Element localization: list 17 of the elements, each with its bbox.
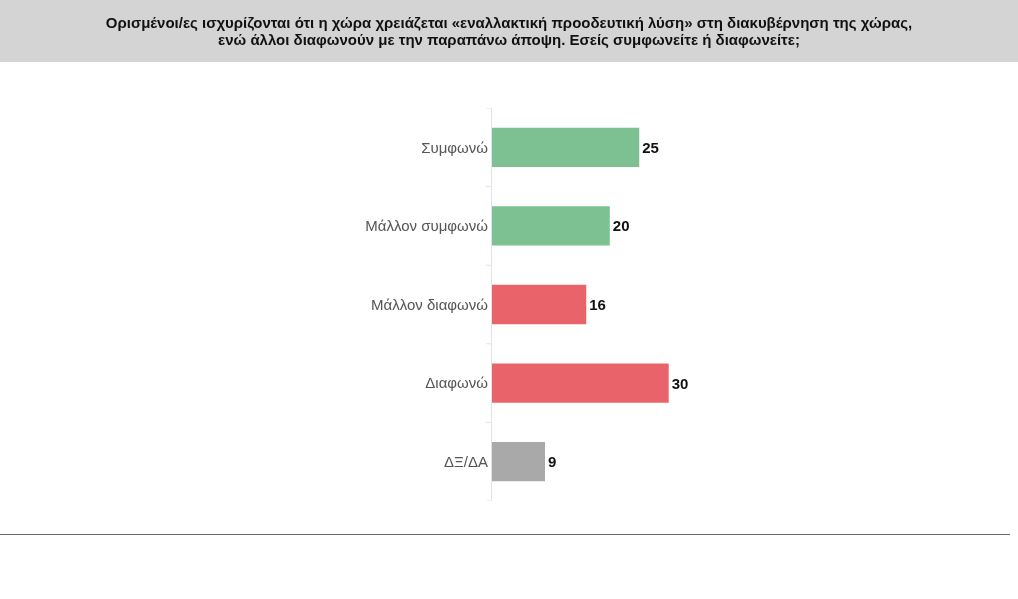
bar: [492, 206, 610, 246]
y-tick-label: Συμφωνώ: [421, 138, 489, 156]
bar: [492, 442, 546, 482]
data-label: 16: [589, 296, 606, 313]
data-label: 25: [642, 138, 659, 156]
y-tick-label: Μάλλον διαφωνώ: [371, 295, 489, 313]
chart-title: Ορισμένοι/ες ισχυρίζονται ότι η χώρα χρειάζεται «εναλλακτική προοδευτική λύση» στη διακυβέρνηση της χώρας, ενώ άλλοι διαφωνούν με την παραπάνω άποψη. Εσείς συμφωνείτε ή διαφωνείτε;: [104, 14, 914, 48]
header-banner: Ορισμένοι/ες ισχυρίζονται ότι η χώρα χρειάζεται «εναλλακτική προοδευτική λύση» στη διακυβέρνηση της χώρας, ενώ άλλοι διαφωνούν με την παραπάνω άποψη. Εσείς συμφωνείτε ή διαφωνείτε;: [0, 0, 1018, 62]
bar: [492, 127, 640, 167]
bar: [492, 284, 587, 325]
bar: [492, 363, 669, 403]
y-tick-label: ΔΞ/ΔΑ: [444, 452, 488, 470]
y-tick-label: Μάλλον συμφωνώ: [365, 217, 489, 235]
data-label: 30: [671, 374, 689, 392]
y-tick-label: Διαφωνώ: [425, 374, 489, 392]
data-label: 9: [548, 453, 557, 471]
data-label: 20: [612, 217, 630, 235]
